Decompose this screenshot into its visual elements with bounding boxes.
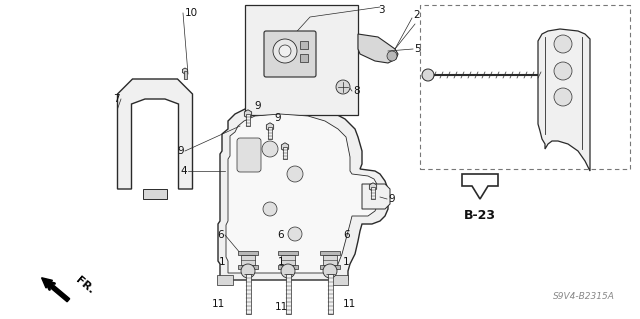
Bar	[300, 54, 308, 62]
Polygon shape	[369, 183, 376, 191]
Text: 11: 11	[343, 299, 356, 309]
Bar	[332, 275, 348, 285]
Bar	[278, 265, 298, 269]
Bar	[278, 251, 298, 255]
FancyBboxPatch shape	[237, 138, 261, 172]
Polygon shape	[244, 110, 252, 118]
Text: 11: 11	[275, 302, 287, 312]
Bar	[371, 187, 375, 199]
Bar	[281, 255, 295, 265]
Text: 8: 8	[353, 86, 360, 96]
Polygon shape	[118, 79, 193, 189]
Polygon shape	[182, 68, 188, 74]
FancyBboxPatch shape	[264, 31, 316, 77]
Bar	[320, 251, 340, 255]
Text: 2: 2	[413, 10, 420, 20]
Polygon shape	[282, 143, 289, 151]
Circle shape	[263, 202, 277, 216]
Circle shape	[336, 80, 350, 94]
Polygon shape	[362, 184, 390, 209]
Bar	[283, 147, 287, 159]
Bar	[238, 265, 258, 269]
Polygon shape	[462, 174, 498, 199]
Bar	[241, 255, 255, 265]
Text: 11: 11	[212, 299, 225, 309]
Bar	[328, 274, 333, 314]
Circle shape	[241, 264, 255, 278]
Polygon shape	[218, 104, 388, 280]
Text: FR.: FR.	[74, 274, 95, 295]
Text: 6: 6	[218, 230, 224, 240]
Text: B-23: B-23	[464, 209, 496, 222]
Text: 9: 9	[388, 194, 395, 204]
Text: S9V4-B2315A: S9V4-B2315A	[553, 292, 615, 301]
Circle shape	[554, 88, 572, 106]
Bar	[245, 5, 358, 115]
Bar	[184, 71, 186, 79]
Bar	[268, 127, 272, 139]
Bar	[143, 189, 167, 199]
Text: 9: 9	[275, 113, 282, 123]
Bar	[238, 251, 258, 255]
Bar	[420, 5, 630, 169]
Polygon shape	[538, 29, 590, 171]
Bar	[323, 255, 337, 265]
Circle shape	[422, 69, 434, 81]
FancyArrow shape	[42, 278, 70, 302]
Circle shape	[288, 227, 302, 241]
Text: 1: 1	[343, 257, 349, 267]
Circle shape	[287, 166, 303, 182]
Text: 6: 6	[278, 230, 284, 240]
Text: 1: 1	[278, 257, 284, 267]
Text: 9: 9	[177, 146, 184, 156]
Bar	[246, 274, 250, 314]
Text: 3: 3	[378, 5, 385, 15]
Text: 7: 7	[113, 94, 120, 104]
Bar	[285, 274, 291, 314]
Bar	[300, 41, 308, 49]
Circle shape	[281, 264, 295, 278]
Polygon shape	[226, 114, 378, 273]
Text: 1: 1	[218, 257, 225, 267]
Circle shape	[554, 35, 572, 53]
Text: 6: 6	[343, 230, 349, 240]
Circle shape	[273, 39, 297, 63]
Polygon shape	[266, 123, 274, 131]
Circle shape	[262, 141, 278, 157]
Text: 5: 5	[414, 44, 420, 54]
Circle shape	[387, 51, 397, 61]
Text: 9: 9	[255, 101, 261, 111]
Polygon shape	[358, 34, 398, 63]
Text: 10: 10	[185, 8, 198, 18]
Text: 4: 4	[180, 166, 187, 176]
Bar	[246, 114, 250, 126]
Circle shape	[323, 264, 337, 278]
Circle shape	[279, 45, 291, 57]
Circle shape	[554, 62, 572, 80]
Bar	[217, 275, 233, 285]
Bar	[320, 265, 340, 269]
